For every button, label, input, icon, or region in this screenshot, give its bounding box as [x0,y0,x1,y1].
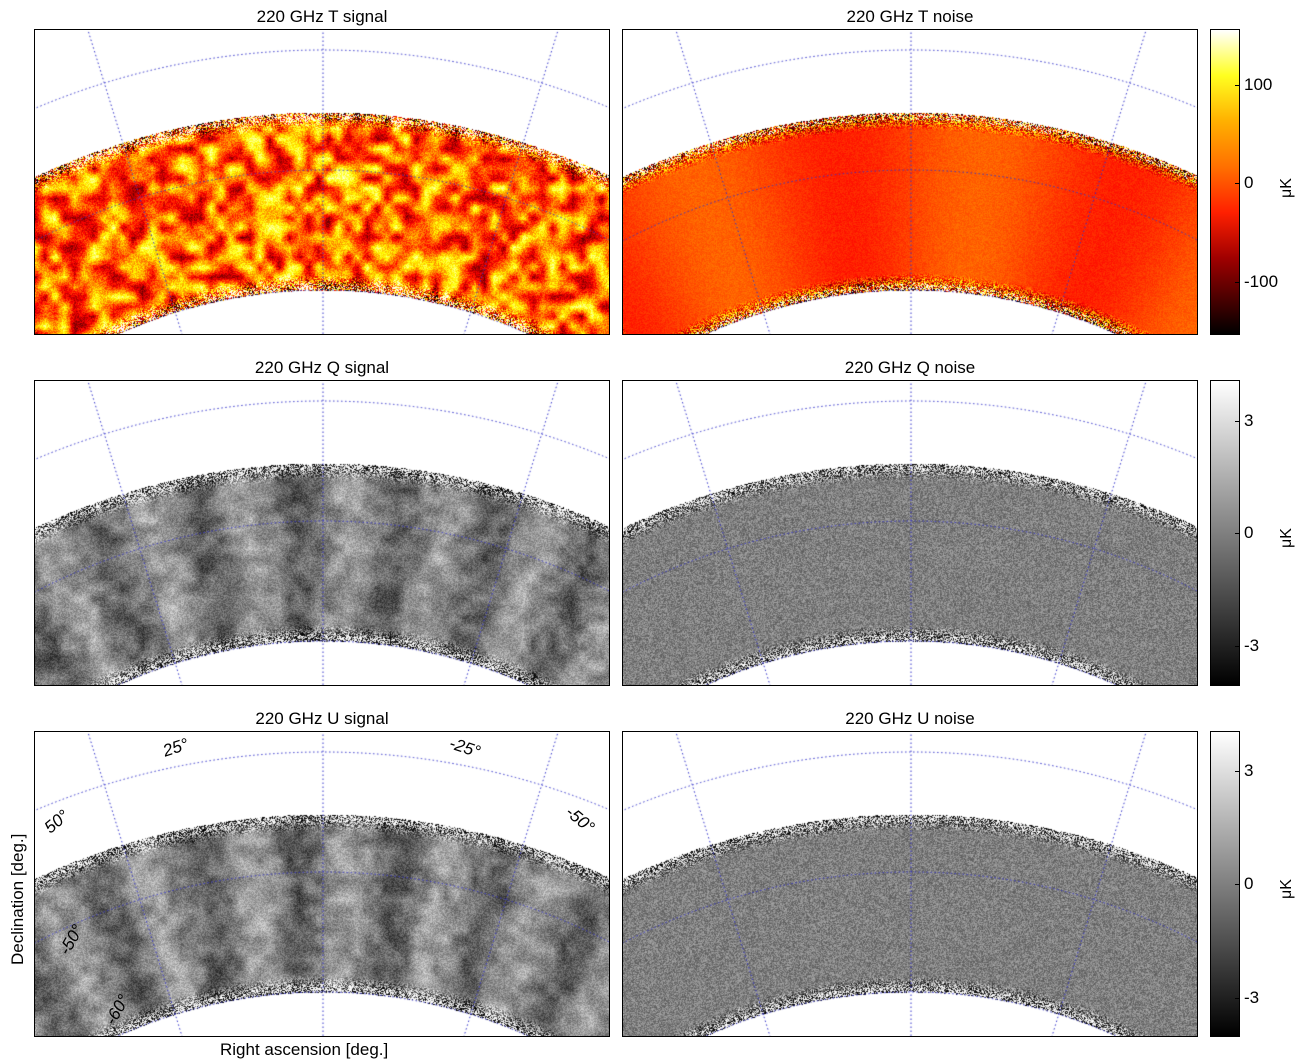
cbar3-tick-neg3: -3 [1244,988,1260,1007]
cbar-tickmark [1235,533,1240,534]
cbar2-unit: μK [1278,528,1295,548]
cbar3-unit: μK [1278,879,1295,899]
map-panel-q-noise [622,380,1198,686]
cbar3-tick-0: 0 [1244,874,1254,893]
cbar3-tick-3: 3 [1244,761,1254,780]
sky-map-q-noise [623,381,1197,685]
cbar-tickmark [1235,884,1240,885]
sky-map-u-signal [35,732,609,1036]
colorbar-hot [1210,29,1240,335]
map-panel-u-noise [622,731,1198,1037]
cbar2-tick-neg3: -3 [1244,636,1260,655]
cbar-tickmark [1235,421,1240,422]
cbar-tickmark [1235,183,1240,184]
panel-title-t-noise: 220 GHz T noise [846,7,974,26]
map-panel-t-signal [34,29,610,335]
panel-title-q-noise: 220 GHz Q noise [844,358,976,377]
panel-title-u-noise: 220 GHz U noise [845,709,975,728]
map-panel-q-signal [34,380,610,686]
cbar-tickmark [1235,282,1240,283]
cbar-tickmark [1235,771,1240,772]
cbar-tickmark [1235,998,1240,999]
cbar2-tick-3: 3 [1244,411,1254,430]
cbar-tickmark [1235,646,1240,647]
sky-map-t-signal [35,30,609,334]
x-axis-label: Right ascension [deg.] [220,1040,389,1059]
y-axis-label: Declination [deg.] [8,833,27,965]
panel-title-u-signal: 220 GHz U signal [255,709,389,728]
panel-title-q-signal: 220 GHz Q signal [254,358,390,377]
map-panel-t-noise [622,29,1198,335]
cbar1-tick-100: 100 [1244,75,1273,94]
cbar1-tick-neg100: -100 [1244,272,1279,291]
map-panel-u-signal [34,731,610,1037]
cbar2-tick-0: 0 [1244,523,1254,542]
cbar1-unit: μK [1278,178,1295,198]
sky-map-t-noise [623,30,1197,334]
panel-title-t-signal: 220 GHz T signal [256,7,388,26]
cbar-tickmark [1235,85,1240,86]
sky-map-u-noise [623,732,1197,1036]
sky-map-q-signal [35,381,609,685]
cbar1-tick-0: 0 [1244,173,1254,192]
